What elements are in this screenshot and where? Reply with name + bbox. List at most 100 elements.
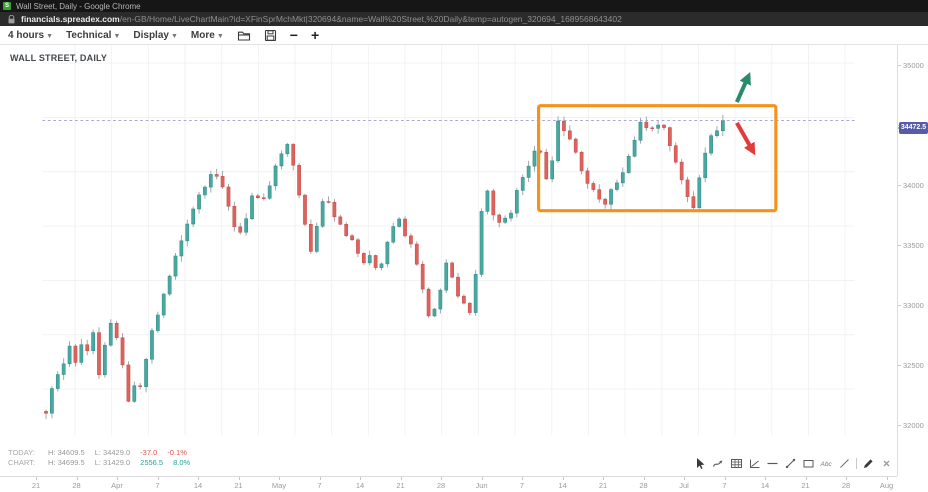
time-axis-label: Aug	[879, 481, 894, 490]
elbow-line-icon[interactable]	[712, 457, 725, 470]
time-axis-label: 21	[31, 481, 41, 490]
candle	[285, 144, 290, 155]
candle	[473, 274, 478, 313]
candle	[532, 150, 537, 167]
candle	[226, 186, 231, 207]
chart-legend: TODAY: H: 34609.5 L: 34429.0 -37.0 -0.1%…	[8, 448, 190, 468]
candle	[567, 130, 572, 140]
rectangle-icon[interactable]	[802, 457, 815, 470]
candle	[373, 255, 378, 268]
chart-symbol-title: WALL STREET, DAILY	[10, 53, 108, 63]
horizontal-line-icon[interactable]	[766, 457, 779, 470]
cursor-icon[interactable]	[694, 457, 707, 470]
time-tick	[765, 477, 766, 480]
time-axis-label: 7	[317, 481, 322, 490]
today-label: TODAY:	[8, 448, 35, 457]
candle	[356, 239, 360, 254]
time-tick	[279, 477, 280, 480]
angle-chart-icon[interactable]	[748, 457, 761, 470]
time-axis[interactable]: 21 28 Apr 7 14 21 May 7 14 21 28 Jun 7 14 21 28 Jul 7 14 21…	[0, 476, 897, 492]
text-icon[interactable]: Abc	[820, 457, 833, 470]
candle	[509, 212, 513, 219]
candle	[662, 124, 666, 128]
browser-urlbar[interactable]: financials.spreadex.com/en-GB/Home/LiveC…	[0, 12, 928, 26]
candle	[344, 224, 349, 236]
site-favicon: S	[3, 2, 11, 10]
candle	[668, 127, 672, 146]
chart-low: L: 31429.0	[94, 458, 131, 467]
candle	[85, 344, 90, 352]
time-tick	[36, 477, 37, 480]
candle	[650, 127, 655, 130]
candle	[462, 295, 466, 304]
time-tick	[643, 477, 645, 480]
time-axis-label: 21	[396, 481, 405, 490]
candle	[261, 197, 266, 199]
zoom-out-button[interactable]: −	[290, 28, 298, 42]
candle	[114, 322, 119, 338]
candle	[526, 165, 531, 178]
toolbar-separator	[856, 458, 857, 469]
candle	[438, 289, 443, 310]
time-axis-label: 14	[760, 481, 770, 490]
candle	[562, 120, 566, 132]
trendline-icon[interactable]	[784, 457, 797, 470]
candle	[197, 194, 201, 210]
candle	[550, 160, 555, 180]
delete-icon[interactable]	[880, 457, 893, 470]
minus-icon: −	[289, 27, 298, 43]
zoom-in-button[interactable]: +	[311, 28, 319, 42]
ray-icon[interactable]	[838, 457, 851, 470]
candle	[91, 332, 95, 352]
grid-icon[interactable]	[730, 457, 743, 470]
menu-display[interactable]: Display ▼	[133, 29, 178, 41]
candle	[150, 330, 154, 360]
menu-technical[interactable]: Technical ▼	[66, 29, 121, 41]
candle	[556, 120, 560, 162]
time-tick	[886, 477, 888, 480]
time-tick	[562, 477, 564, 480]
time-tick	[481, 477, 483, 480]
lock-icon	[8, 14, 15, 24]
menu-timeframe[interactable]: 4 hours ▼	[8, 29, 54, 41]
time-tick	[724, 477, 726, 480]
candle	[709, 135, 713, 154]
menu-more[interactable]: More ▼	[190, 29, 224, 41]
pencil-icon[interactable]	[862, 457, 875, 470]
current-price-tag: 34472.5	[898, 122, 928, 135]
candle	[497, 214, 502, 223]
candle	[420, 263, 425, 290]
url-path: /en-GB/Home/LiveChartMain?id=XFinSprMchM…	[119, 14, 622, 24]
candle	[644, 121, 649, 129]
candlestick-plot[interactable]	[0, 45, 897, 476]
time-tick	[319, 477, 321, 480]
candle	[173, 255, 178, 277]
save-chart-button[interactable]	[264, 29, 277, 42]
legend-today-row: TODAY: H: 34609.5 L: 34429.0 -37.0 -0.1%	[8, 448, 190, 458]
open-chart-button[interactable]	[237, 29, 251, 42]
candle	[361, 253, 366, 264]
candle	[320, 201, 325, 227]
time-axis-label: Apr	[111, 481, 123, 490]
candle	[273, 165, 278, 187]
candle	[132, 385, 137, 402]
candle	[456, 276, 460, 297]
chevron-down-icon: ▼	[113, 32, 121, 40]
time-axis-label: 7	[155, 481, 160, 490]
candle	[238, 226, 243, 233]
candle	[303, 194, 307, 225]
candle	[656, 124, 660, 129]
time-axis-label: 7	[722, 481, 727, 490]
candle	[244, 218, 248, 233]
price-axis[interactable]: 35000345003400033500330003250032000	[897, 45, 928, 476]
candle	[444, 262, 449, 291]
candle	[697, 177, 702, 209]
candle	[409, 235, 413, 245]
today-change: -37.0	[140, 448, 158, 457]
chart-area[interactable]: WALL STREET, DAILY 350003450034000335003…	[0, 45, 928, 492]
time-tick	[805, 477, 807, 480]
time-axis-label: 28	[639, 481, 648, 490]
candle	[203, 186, 207, 196]
price-axis-label: 32500	[903, 361, 924, 370]
price-axis-label: 35000	[903, 61, 924, 70]
